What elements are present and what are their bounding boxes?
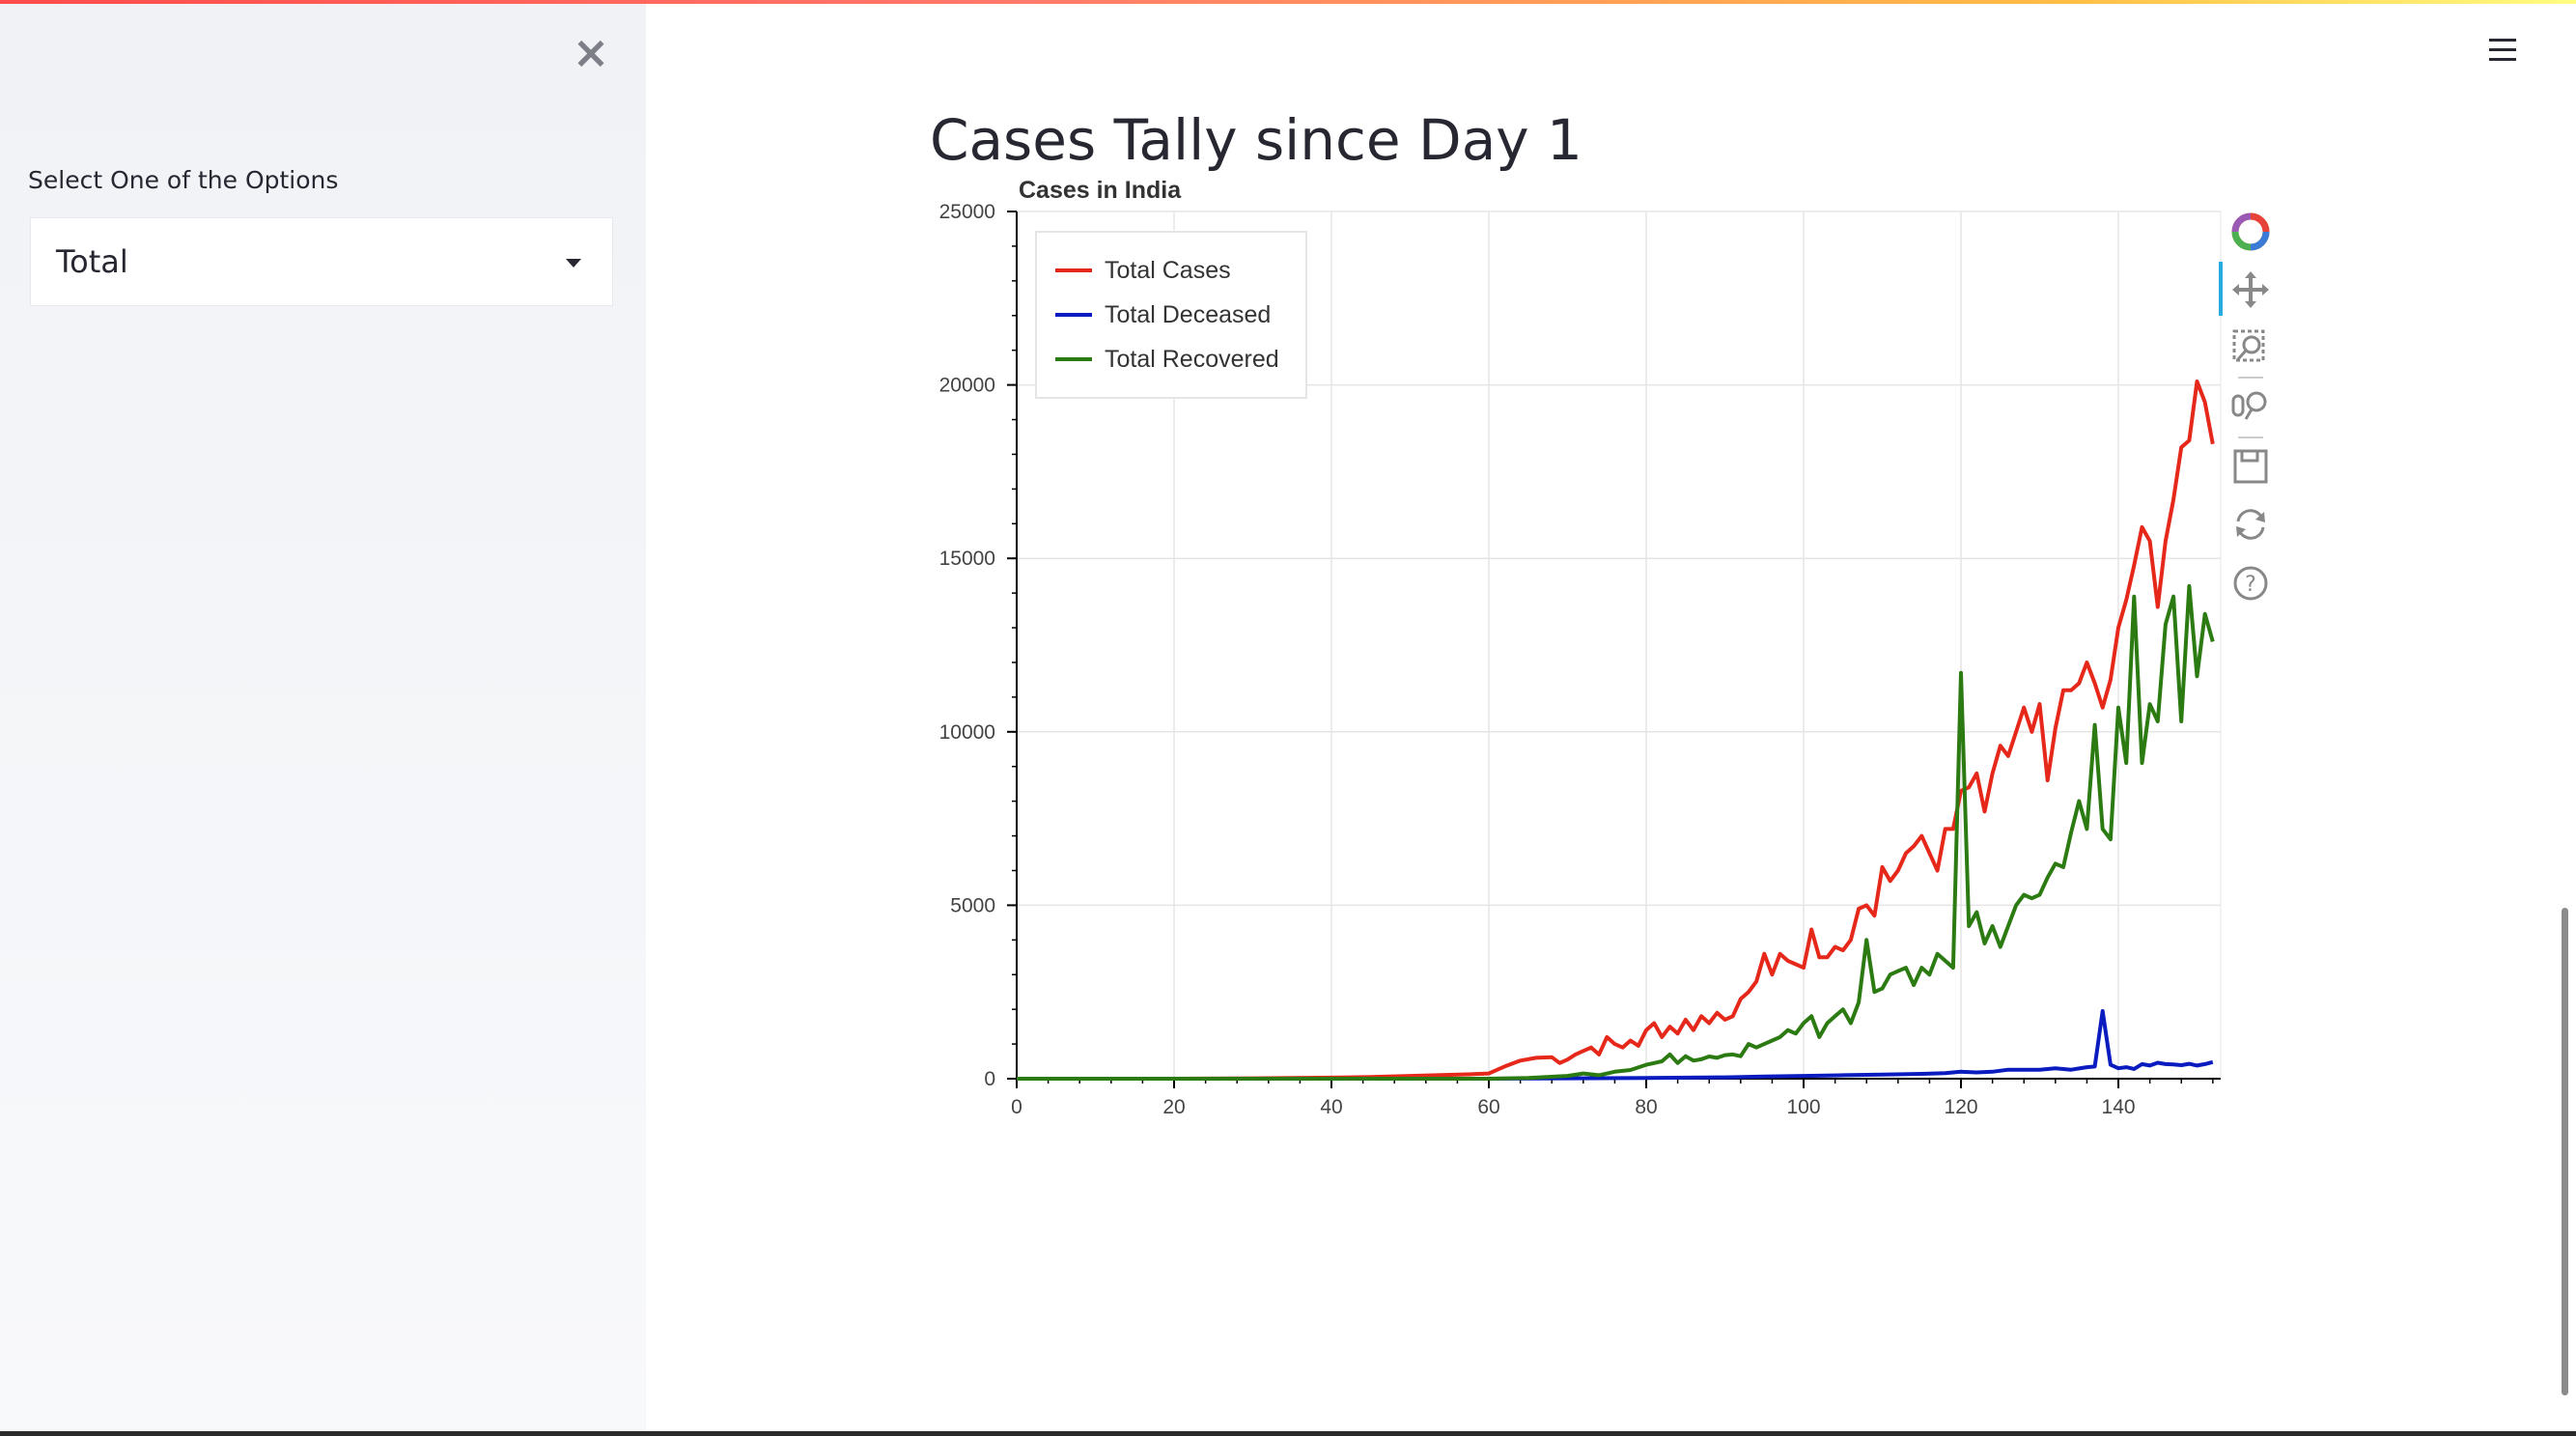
chevron-down-icon [566,259,581,267]
series-line-total-cases [1017,380,2215,1081]
y-tick-label: 25000 [939,201,995,223]
x-tick-label: 40 [1320,1096,1342,1118]
toolbar-divider [2238,436,2263,438]
x-tick-label: 20 [1162,1096,1185,1118]
series-line-total-recovered [1017,583,2215,1081]
top-decoration-bar [0,0,2576,4]
window-bottom-edge [0,1431,2576,1436]
legend-label: Total Recovered [1105,346,1279,373]
active-tool-indicator [2219,262,2223,316]
toolbar-divider [2238,377,2263,379]
pan-icon[interactable] [2230,269,2271,310]
reset-icon[interactable] [2230,504,2271,545]
save-icon[interactable] [2230,446,2271,487]
select-label: Select One of the Options [28,166,339,194]
x-tick-label: 100 [1787,1096,1821,1118]
y-tick-label: 5000 [950,894,995,916]
y-tick-label: 20000 [939,375,995,397]
svg-text:?: ? [2245,573,2256,597]
x-tick-label: 60 [1477,1096,1499,1118]
y-tick-label: 0 [984,1068,995,1090]
x-tick-label: 0 [1011,1096,1022,1118]
select-value: Total [56,243,128,280]
chart-title: Cases in India [1019,177,1182,204]
legend-label: Total Cases [1105,257,1231,284]
hamburger-menu-icon[interactable] [2489,39,2516,66]
wheel-zoom-icon[interactable] [2230,386,2271,427]
legend-label: Total Deceased [1105,301,1271,328]
y-tick-label: 10000 [939,721,995,744]
help-icon[interactable]: ? [2230,563,2271,604]
sidebar: × Select One of the Options Total [0,4,646,1436]
x-tick-label: 140 [2102,1096,2136,1118]
options-select[interactable]: Total [30,217,613,306]
x-tick-label: 80 [1635,1096,1657,1118]
page-title: Cases Tally since Day 1 [930,106,1582,173]
series-line-total-deceased [1017,1009,2214,1081]
close-icon[interactable]: × [572,26,610,78]
bokeh-logo-icon[interactable] [2230,211,2271,252]
box-zoom-icon[interactable] [2230,327,2271,368]
page-scrollbar[interactable] [2562,908,2568,1395]
y-tick-label: 15000 [939,548,995,570]
x-tick-label: 120 [1945,1096,1978,1118]
